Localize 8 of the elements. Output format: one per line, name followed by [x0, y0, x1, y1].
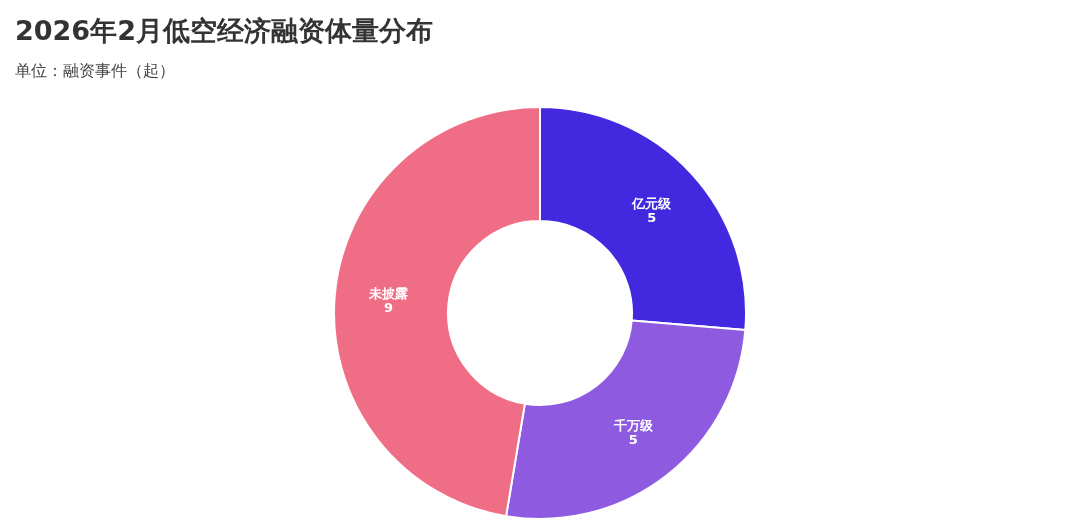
chart-title: 2026年2月低空经济融资体量分布 — [15, 15, 433, 46]
data-label: 5 — [628, 432, 638, 448]
data-label: 5 — [647, 209, 657, 225]
slice-label: 未披露 — [368, 285, 409, 301]
text: 单位：融资事件（起） — [15, 60, 175, 80]
slice-label: 千万级 — [612, 418, 654, 434]
data-label: 9 — [384, 299, 394, 315]
slice-label: 亿元级 — [631, 195, 673, 211]
